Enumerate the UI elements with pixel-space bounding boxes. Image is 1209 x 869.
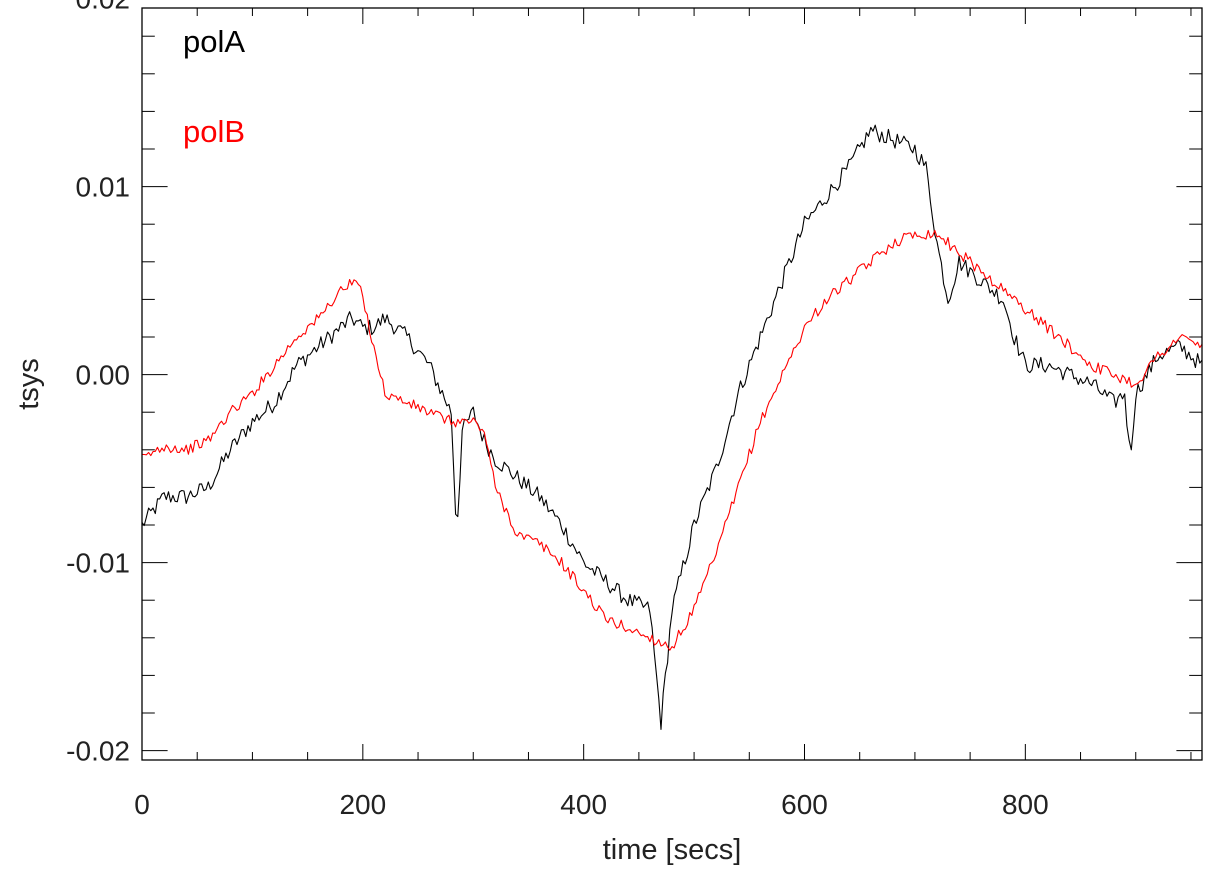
ticks-layer (141, 8, 1202, 760)
x-tick-label: 800 (1002, 789, 1049, 820)
series-line-polA (141, 124, 1203, 730)
tick-labels: 0 200 400 600 800 -0.02 -0.01 0.00 0.01 0.02 (66, 0, 1049, 820)
plot-frame (141, 7, 1203, 761)
series-line-polB (141, 229, 1203, 651)
y-axis-label: tsys (13, 358, 45, 410)
y-tick-label: 0.01 (76, 172, 131, 203)
legend-entry-polB: polB (183, 114, 245, 149)
y-tick-label: -0.01 (66, 548, 130, 579)
legend-entry-polA: polA (183, 24, 245, 59)
series-layer (141, 124, 1203, 730)
legend: polA polB (183, 24, 245, 149)
x-tick-label: 0 (134, 789, 150, 820)
x-axis-label: time [secs] (603, 834, 742, 866)
x-tick-label: 400 (560, 789, 607, 820)
x-tick-label: 600 (781, 789, 828, 820)
y-tick-label: -0.02 (66, 736, 130, 767)
x-tick-label: 200 (339, 789, 386, 820)
y-tick-label: 0.00 (76, 360, 131, 391)
y-tick-label: 0.02 (76, 0, 131, 15)
